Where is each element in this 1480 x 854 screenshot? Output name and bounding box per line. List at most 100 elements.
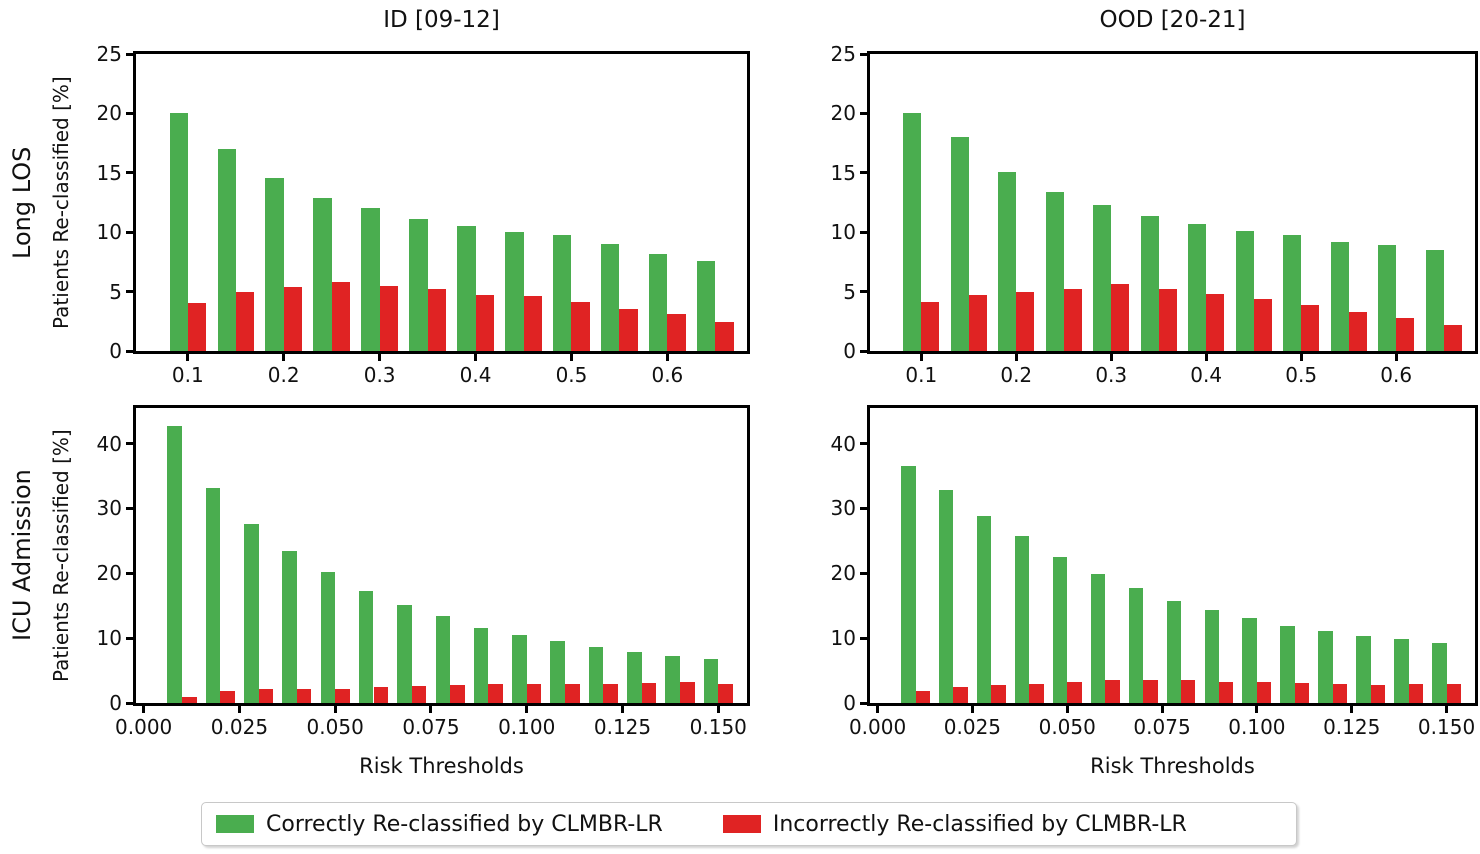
bar-green [1045,191,1064,351]
bar-red [1111,284,1130,351]
bar-green [550,641,566,703]
bar-red [523,296,542,351]
x-tick-label: 0.125 [593,715,652,739]
x-tick [1065,703,1069,713]
x-tick-label: 0.025 [210,715,269,739]
y-tick-label: 20 [96,101,122,126]
x-tick-label: 0.000 [115,715,173,739]
y-tick-label: 15 [830,160,856,185]
row-label-icu-admission: ICU Admission [8,469,36,642]
x-tick [1445,703,1449,713]
x-tick [474,351,478,361]
bar-green [1188,223,1207,351]
bar-red [1218,681,1234,703]
bar-red [1294,682,1310,703]
y-tick [860,349,870,353]
bar-green [976,515,992,703]
y-tick-label: 15 [96,160,122,185]
bar-green [939,490,954,703]
x-tick-label: 0.5 [1285,363,1318,387]
x-tick-label: 0.100 [498,715,556,739]
bar-green [1280,625,1295,703]
bar-green [169,113,188,351]
bar-green [244,524,259,703]
y-tick-label: 40 [96,431,122,456]
bar-green [457,226,476,351]
x-tick-label: 0.5 [555,363,588,387]
legend-swatch-red [722,815,761,833]
bar-red [1446,684,1461,703]
bar-green [1090,573,1106,703]
x-tick [919,351,923,361]
bar-red [571,302,590,351]
y-tick-label: 0 [109,691,122,715]
bar-green [361,208,380,351]
bar-green [1356,635,1371,703]
bar-green [1140,215,1159,351]
x-tick [237,703,241,713]
bar-red [953,687,968,703]
x-tick [142,703,146,713]
bar-green [435,616,451,703]
bar-green [358,590,374,703]
bar-red [331,282,350,351]
bar-green [627,652,642,703]
y-tick-label: 0 [109,339,122,363]
bar-green [265,177,284,351]
bar-red [1370,684,1386,703]
bar-green [665,656,680,703]
bar-green [320,572,336,703]
x-tick [716,703,720,713]
y-tick-label: 5 [843,279,856,304]
bar-red [1348,311,1367,351]
bar-red [1063,289,1082,351]
bar-red [1067,681,1082,703]
y-tick [126,349,136,353]
bar-red [603,683,618,703]
bar-red [915,691,930,703]
bar-red [335,688,350,703]
bar-green [1283,234,1302,351]
y-tick [860,571,870,575]
x-tick [1014,351,1018,361]
bar-red [1332,683,1348,703]
bar-red [427,289,446,351]
bar-green [1378,245,1397,351]
y-tick [126,290,136,294]
y-tick-label: 30 [830,496,856,521]
bar-red [181,696,197,703]
x-tick [1394,351,1398,361]
bar-green [1166,601,1182,703]
bar-red [1396,317,1415,351]
column-title-id: ID [09-12] [383,7,500,33]
x-tick [569,351,573,361]
bar-red [1016,291,1035,351]
x-tick [333,703,337,713]
bar-red [187,303,206,351]
x-tick-label: 0.4 [459,363,492,387]
row-label-long-los: Long LOS [8,146,36,259]
bar-green [950,137,969,351]
bar-red [715,322,734,351]
bar-red [1408,683,1424,703]
bar-red [968,295,987,351]
bar-red [373,687,389,703]
x-tick-label: 0.1 [171,363,204,387]
y-tick-label: 20 [830,561,856,586]
y-tick-label: 0 [843,339,856,363]
x-tick [1204,351,1208,361]
bar-red [1301,304,1320,351]
bar-red [526,683,542,703]
x-tick [525,703,529,713]
y-tick-label: 20 [830,101,856,126]
x-tick [970,703,974,713]
y-tick [126,636,136,640]
y-tick-label: 30 [96,496,122,521]
x-tick-label: 0.6 [651,363,684,387]
bar-green [205,488,221,703]
bar-green [1235,231,1254,351]
x-axis-label-left: Risk Thresholds [359,754,524,778]
legend-label-incorrect: Incorrectly Re-classified by CLMBR-LR [772,811,1187,837]
legend-swatch-green [216,815,254,833]
